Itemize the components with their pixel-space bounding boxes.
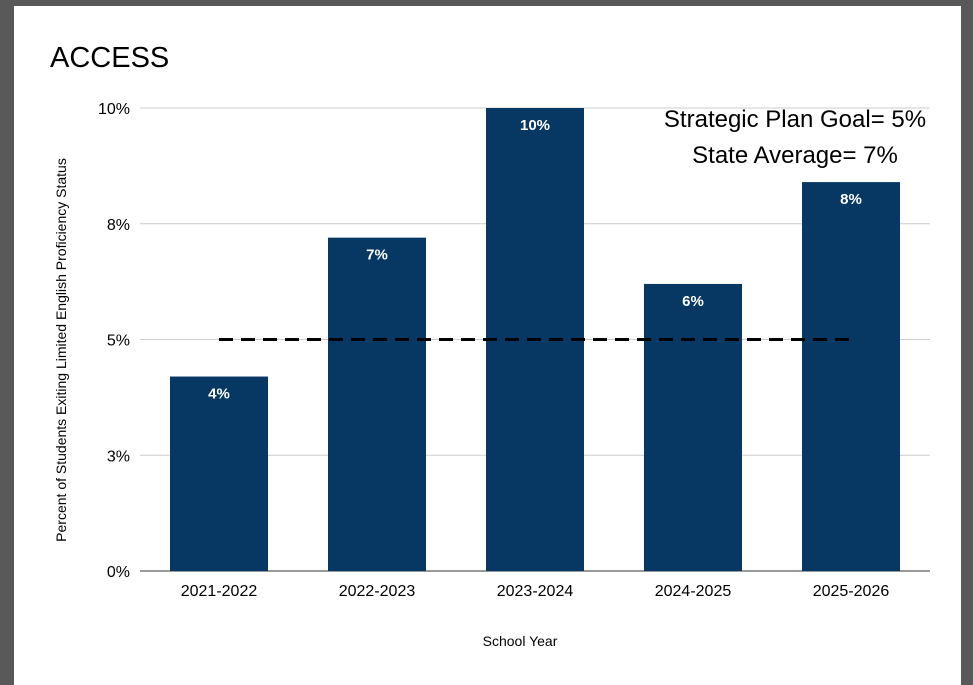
x-axis-ticks: 2021-2022 2022-2023 2023-2024 2024-2025 2025…: [181, 583, 890, 600]
y-axis-label: Percent of Students Exiting Limited Engl…: [53, 158, 69, 542]
bars: 4% 7% 10% 6% 8%: [170, 108, 900, 571]
x-axis-label: School Year: [483, 633, 558, 649]
x-tick-label: 2023-2024: [497, 583, 574, 600]
x-tick-label: 2022-2023: [339, 583, 416, 600]
bar: [802, 182, 900, 571]
x-tick-label: 2024-2025: [655, 583, 732, 600]
data-label: 8%: [840, 191, 862, 208]
data-label: 7%: [366, 247, 388, 264]
data-label: 6%: [682, 293, 704, 310]
chart-title: ACCESS: [50, 42, 169, 74]
x-tick-label: 2021-2022: [181, 583, 258, 600]
strategic-plan-goal-note: Strategic Plan Goal= 5%: [664, 106, 926, 133]
x-tick-label: 2025-2026: [813, 583, 890, 600]
data-label: 10%: [520, 117, 550, 134]
y-tick-label: 10%: [98, 101, 130, 118]
y-tick-label: 5%: [107, 333, 130, 350]
state-average-note: State Average= 7%: [692, 142, 898, 169]
bar: [644, 283, 742, 571]
y-tick-label: 0%: [107, 564, 130, 581]
bar: [328, 237, 426, 571]
bar: [170, 376, 268, 571]
y-tick-label: 8%: [107, 217, 130, 234]
data-label: 4%: [208, 386, 230, 403]
y-axis-ticks: 0% 3% 5% 8% 10%: [98, 101, 130, 581]
y-tick-label: 3%: [107, 448, 130, 465]
